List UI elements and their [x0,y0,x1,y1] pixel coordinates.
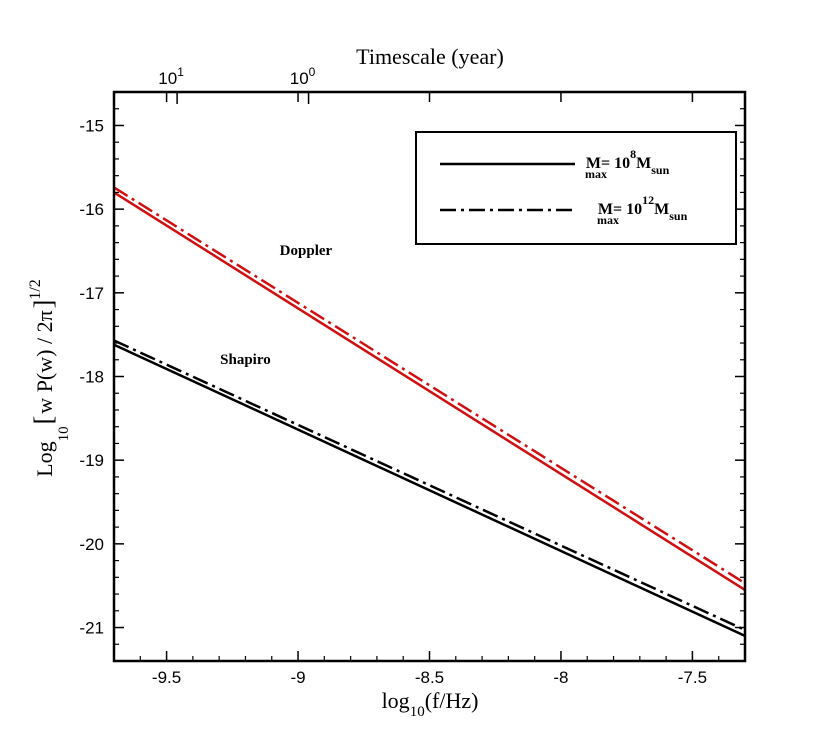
x-tick-label: -7.5 [678,668,707,687]
legend-label-2-m: M [598,201,613,218]
legend-label-1-m2: M [636,155,651,172]
top-axis-tick-label: 100 [290,65,316,88]
legend-label-2-eq: = 10 [609,201,642,218]
annotation-shapiro: Shapiro [220,352,271,368]
x-tick-label: -9.5 [152,668,181,687]
legend-box [415,131,737,245]
legend-label-2-msub: max [597,213,619,227]
y-tick-label: -21 [79,619,104,638]
annotation-doppler: Doppler [280,243,333,259]
legend-label-1-msub: max [585,167,607,181]
y-tick-label: -18 [79,368,104,387]
y-axis-title-body: w P(w) / 2π [32,310,57,413]
y-axis-title: Log10[ w P(w) / 2π]1/2 [27,279,72,477]
x-tick-label: -8.5 [415,668,444,687]
x-tick-label: -9 [290,668,305,687]
top-axis-tick-exp: 1 [177,65,184,79]
series-line-doppler-dashdot [113,186,746,585]
tick-labels-group: -9.5 -9 -8.5 -8 -7.5-15-16-17-18-19-20-21101… [79,65,707,687]
y-tick-label: -15 [79,116,104,135]
x-axis-title-sub: 10 [410,704,425,720]
top-axis-tick-base: 10 [290,69,309,88]
legend-label-2-m2: M [654,201,669,218]
legend-label-1-exp: 8 [630,147,636,161]
svg-text:Log10[w P(w) / 2π]1/2: Log10[ w P(w) / 2π]1/2 [27,279,72,477]
top-axis-tick-exp: 0 [309,65,316,79]
plot-frame [112,90,747,663]
plot-series-group [113,186,746,638]
y-tick-label: -20 [79,535,104,554]
y-axis-title-base: Log [32,441,57,476]
y-tick-label: -16 [79,200,104,219]
y-tick-label: -17 [79,284,104,303]
top-axis-title: Timescale (year) [356,44,504,69]
legend-label-1-m: M [586,155,601,172]
series-line-shapiro-solid [113,343,746,638]
y-axis-title-sup: 1/2 [27,279,44,299]
y-tick-label: -19 [79,451,104,470]
y-axis-title-bracket-close: ] [29,300,58,309]
legend-label-1-eq: = 10 [597,155,630,172]
x-axis-title-rest: (f/Hz) [425,688,479,713]
y-axis-title-bracket-open: [ [29,416,58,425]
legend-label-2-m2sub: sun [669,209,687,223]
series-line-doppler-solid [113,191,746,591]
top-axis-tick-base: 10 [158,69,177,88]
top-axis-tick-label: 101 [158,65,184,88]
x-axis-title: log10(f/Hz) [382,688,479,720]
x-tick-label: -8 [553,668,568,687]
x-axis-title-base: log [382,688,410,713]
y-axis-title-sub: 10 [56,426,72,441]
legend-label-2-exp: 12 [642,193,654,207]
legend-label-1-m2sub: sun [651,163,669,177]
